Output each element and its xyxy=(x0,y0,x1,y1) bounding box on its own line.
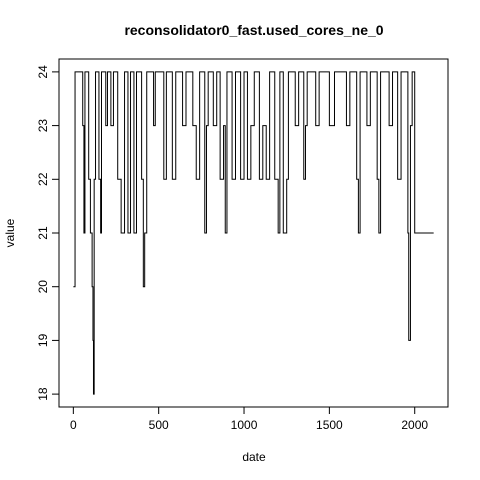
x-tick-label: 2000 xyxy=(401,418,428,432)
x-tick-label: 500 xyxy=(149,418,169,432)
y-tick-label: 21 xyxy=(36,226,50,240)
y-tick-label: 20 xyxy=(36,280,50,294)
y-tick-label: 24 xyxy=(36,65,50,79)
x-tick-label: 0 xyxy=(70,418,77,432)
y-axis-label: value xyxy=(3,218,17,247)
chart-title: reconsolidator0_fast.used_cores_ne_0 xyxy=(124,22,383,38)
x-tick-label: 1500 xyxy=(316,418,343,432)
x-tick-label: 1000 xyxy=(231,418,258,432)
y-tick-label: 18 xyxy=(36,387,50,401)
y-tick-label: 19 xyxy=(36,333,50,347)
y-tick-label: 22 xyxy=(36,172,50,186)
x-axis-label: date xyxy=(242,450,266,464)
y-tick-label: 23 xyxy=(36,119,50,133)
line-series xyxy=(73,71,434,395)
